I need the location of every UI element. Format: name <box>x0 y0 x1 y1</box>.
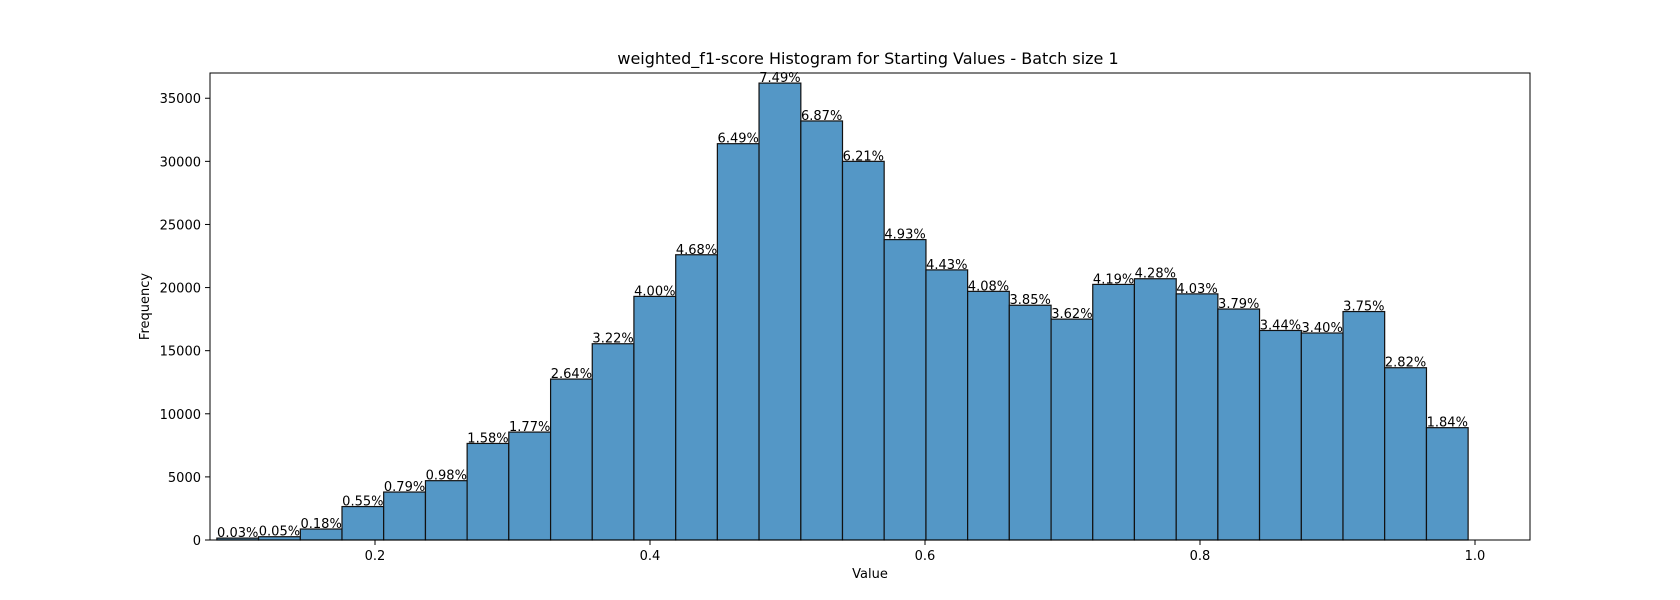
histogram-bar <box>1050 318 1094 541</box>
histogram-bar <box>341 505 385 541</box>
histogram-bar <box>508 431 552 541</box>
histogram-bar <box>1342 310 1386 541</box>
bar-percent-label: 4.08% <box>968 279 1009 294</box>
bar-percent-label: 3.79% <box>1218 297 1259 312</box>
histogram-bar <box>591 343 635 541</box>
histogram-bar <box>925 269 969 541</box>
y-tick-label: 20000 <box>160 282 201 297</box>
histogram-bar <box>1008 304 1052 541</box>
y-tick-label: 30000 <box>160 155 201 170</box>
histogram-bar <box>633 295 677 541</box>
bar-percent-label: 4.68% <box>676 243 717 258</box>
bar-percent-label: 2.82% <box>1385 356 1426 371</box>
histogram-bar <box>1175 293 1219 541</box>
histogram-bar <box>1092 283 1136 541</box>
histogram-bar <box>424 480 468 541</box>
histogram-bar <box>716 143 760 541</box>
x-tick-label: 0.6 <box>915 549 936 564</box>
bars-layer <box>216 82 1469 541</box>
y-tick-label: 10000 <box>160 408 201 423</box>
bar-percent-label: 3.40% <box>1302 321 1343 336</box>
bar-percent-label: 4.19% <box>1093 272 1134 287</box>
bar-labels-layer: 0.03% 0.05%0.18%0.55%0.79%0.98% 1.58%1.77%… <box>217 71 1468 541</box>
histogram-bar <box>841 160 885 541</box>
histogram-bar <box>1425 427 1469 541</box>
histogram-bar <box>800 120 844 541</box>
histogram-bar <box>883 239 927 541</box>
y-tick-label: 15000 <box>160 345 201 360</box>
histogram-bar <box>1384 367 1428 541</box>
bar-percent-label: 1.58% <box>467 431 508 446</box>
bar-percent-label: 3.62% <box>1051 307 1092 322</box>
bar-percent-label: 3.44% <box>1260 318 1301 333</box>
bar-percent-label: 0.05% <box>259 525 300 540</box>
bar-percent-label: 3.75% <box>1343 300 1384 315</box>
bar-percent-label: 3.22% <box>592 332 633 347</box>
bar-percent-label: 4.03% <box>1176 282 1217 297</box>
bar-percent-label: 6.49% <box>718 132 759 147</box>
y-tick-label: 0 <box>193 534 201 549</box>
bar-percent-label: 0.79% <box>384 480 425 495</box>
chart-title: weighted_f1-score Histogram for Starting… <box>617 49 1118 69</box>
histogram-bar <box>1300 332 1344 541</box>
bar-percent-label: 0.55% <box>342 495 383 510</box>
bar-percent-label: 4.43% <box>926 258 967 273</box>
y-tick-label: 25000 <box>160 218 201 233</box>
histogram-bar <box>383 491 427 541</box>
x-axis-label: Value <box>852 567 888 582</box>
bar-percent-label: 4.00% <box>634 284 675 299</box>
histogram-bar <box>1133 278 1177 541</box>
histogram-bar <box>967 290 1010 541</box>
bar-percent-label: 0.18% <box>301 517 342 532</box>
bar-percent-label: 7.49% <box>759 71 800 86</box>
histogram-bar <box>466 442 510 541</box>
bar-percent-label: 6.21% <box>843 149 884 164</box>
histogram-bar <box>758 82 802 541</box>
histogram-bar <box>675 254 718 541</box>
y-axis-label: Frequency <box>138 273 153 340</box>
bar-percent-label: 1.84% <box>1427 416 1468 431</box>
x-tick-label: 0.2 <box>365 549 386 564</box>
y-tick-label: 35000 <box>160 92 201 107</box>
y-tick-label: 5000 <box>168 471 201 486</box>
bar-percent-label: 2.64% <box>551 367 592 382</box>
bar-percent-label: 1.77% <box>509 420 550 435</box>
y-axis: 0 5000 10000 15000 20000 25000 30000 35000 <box>160 92 210 549</box>
x-tick-label: 0.4 <box>640 549 661 564</box>
histogram-bar <box>1217 308 1261 541</box>
histogram-bar <box>1258 329 1302 541</box>
bar-percent-label: 6.87% <box>801 109 842 124</box>
bar-percent-label: 3.85% <box>1010 293 1051 308</box>
histogram-bar <box>549 378 593 541</box>
plot-frame <box>209 72 1531 541</box>
bar-percent-label: 0.03% <box>217 526 258 541</box>
bar-percent-label: 4.93% <box>884 228 925 243</box>
x-tick-label: 0.8 <box>1190 549 1211 564</box>
bar-percent-label: 4.28% <box>1135 267 1176 282</box>
bar-percent-label: 0.98% <box>426 469 467 484</box>
x-axis: 0.2 0.4 0.6 0.8 1.0 <box>365 540 1486 564</box>
x-tick-label: 1.0 <box>1465 549 1486 564</box>
